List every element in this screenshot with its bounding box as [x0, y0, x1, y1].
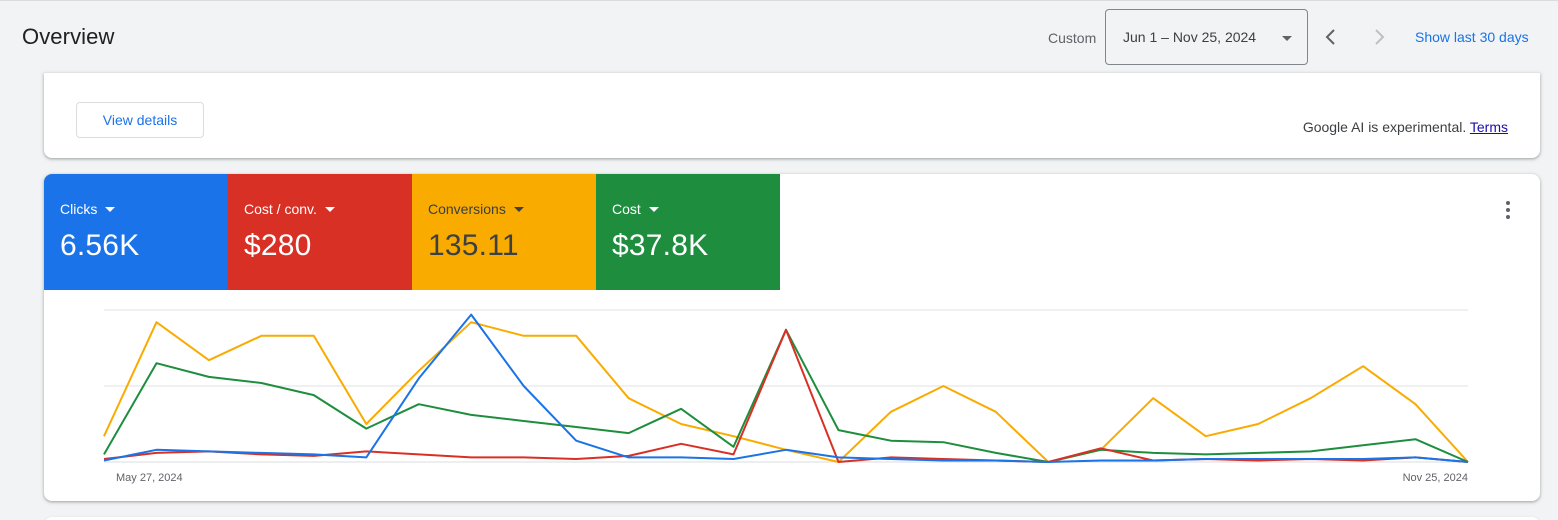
dropdown-caret-icon: [324, 207, 335, 212]
metric-tile-clicks[interactable]: Clicks 6.56K: [44, 174, 228, 290]
date-mode-label: Custom: [1048, 30, 1097, 46]
more-vert-icon-dot: [1506, 215, 1510, 219]
previous-period-button[interactable]: [1316, 22, 1346, 52]
line-chart: [103, 309, 1469, 463]
next-card: [44, 517, 1540, 520]
metric-value: $37.8K: [612, 229, 709, 262]
ai-insights-card: View details Google AI is experimental. …: [44, 73, 1540, 158]
metric-tile-conversions[interactable]: Conversions 135.11: [412, 174, 596, 290]
series-line-0: [103, 321, 1469, 463]
dropdown-caret-icon: [513, 207, 524, 212]
ai-disclaimer: Google AI is experimental. Terms: [1303, 119, 1508, 135]
top-divider: [0, 0, 1558, 1]
x-axis-start-label: May 27, 2024: [116, 472, 183, 484]
chevron-right-icon: [1375, 29, 1385, 45]
show-last-30-days-link[interactable]: Show last 30 days: [1415, 29, 1529, 45]
x-axis-end-label: Nov 25, 2024: [1402, 472, 1468, 484]
chevron-left-icon: [1325, 29, 1335, 45]
metric-tile-cost-per-conversion[interactable]: Cost / conv. $280: [228, 174, 412, 290]
metric-label: Clicks: [60, 201, 116, 217]
date-range-select[interactable]: Jun 1 – Nov 25, 2024: [1105, 9, 1308, 65]
metric-value: $280: [244, 229, 312, 262]
dropdown-caret-icon: [648, 207, 659, 212]
page-title: Overview: [22, 24, 115, 49]
page-header: Overview Custom Jun 1 – Nov 25, 2024 Sho…: [0, 0, 1558, 72]
series-line-2: [103, 328, 1469, 463]
metric-label: Cost: [612, 201, 659, 217]
metric-value: 6.56K: [60, 229, 140, 262]
metric-label: Cost / conv.: [244, 201, 335, 217]
metric-label: Conversions: [428, 201, 524, 217]
more-options-button[interactable]: [1496, 198, 1520, 222]
metric-tile-cost[interactable]: Cost $37.8K: [596, 174, 780, 290]
dropdown-caret-icon: [105, 207, 116, 212]
series-line-3: [103, 313, 1469, 463]
metric-value: 135.11: [428, 229, 519, 262]
chart-series: [103, 313, 1469, 463]
date-range-value: Jun 1 – Nov 25, 2024: [1123, 29, 1257, 45]
chart-grid: [104, 309, 1468, 463]
view-details-button[interactable]: View details: [76, 102, 204, 138]
terms-link[interactable]: Terms: [1469, 119, 1508, 135]
next-period-button[interactable]: [1364, 22, 1394, 52]
ai-disclaimer-text: Google AI is experimental.: [1302, 119, 1467, 135]
more-vert-icon-dot: [1506, 201, 1510, 205]
series-line-1: [103, 328, 1469, 463]
more-vert-icon-dot: [1506, 208, 1510, 212]
dropdown-caret-icon: [1282, 36, 1292, 41]
performance-chart-card: Clicks 6.56K Cost / conv. $280 Conversio…: [44, 174, 1540, 501]
